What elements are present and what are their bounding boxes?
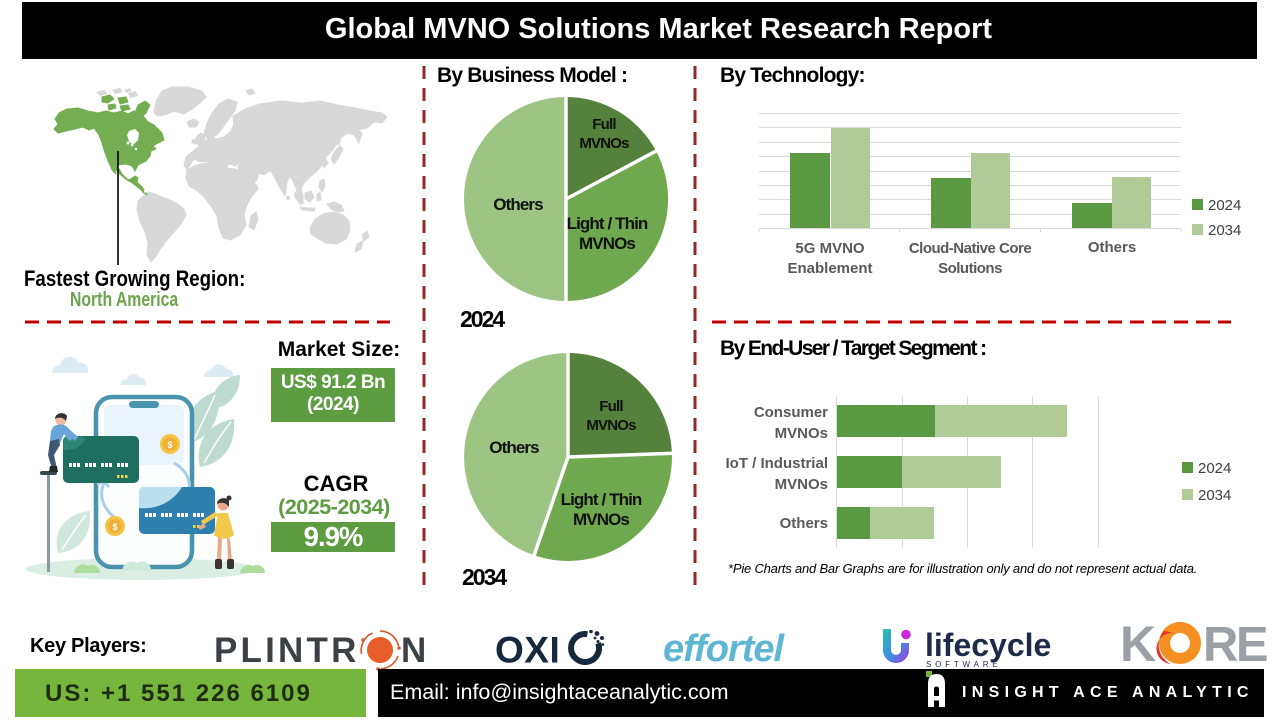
svg-text:K: K [1120,620,1156,668]
svg-text:$: $ [167,440,172,450]
svg-text:OXI: OXI [495,630,560,671]
svg-text:N: N [401,631,426,670]
svg-text:SOFTWARE: SOFTWARE [926,660,1001,669]
svg-text:lifecycle: lifecycle [925,627,1051,663]
svg-text:$: $ [112,522,117,532]
svg-text:PLINTR: PLINTR [214,631,360,670]
svg-text:RE: RE [1203,620,1267,668]
